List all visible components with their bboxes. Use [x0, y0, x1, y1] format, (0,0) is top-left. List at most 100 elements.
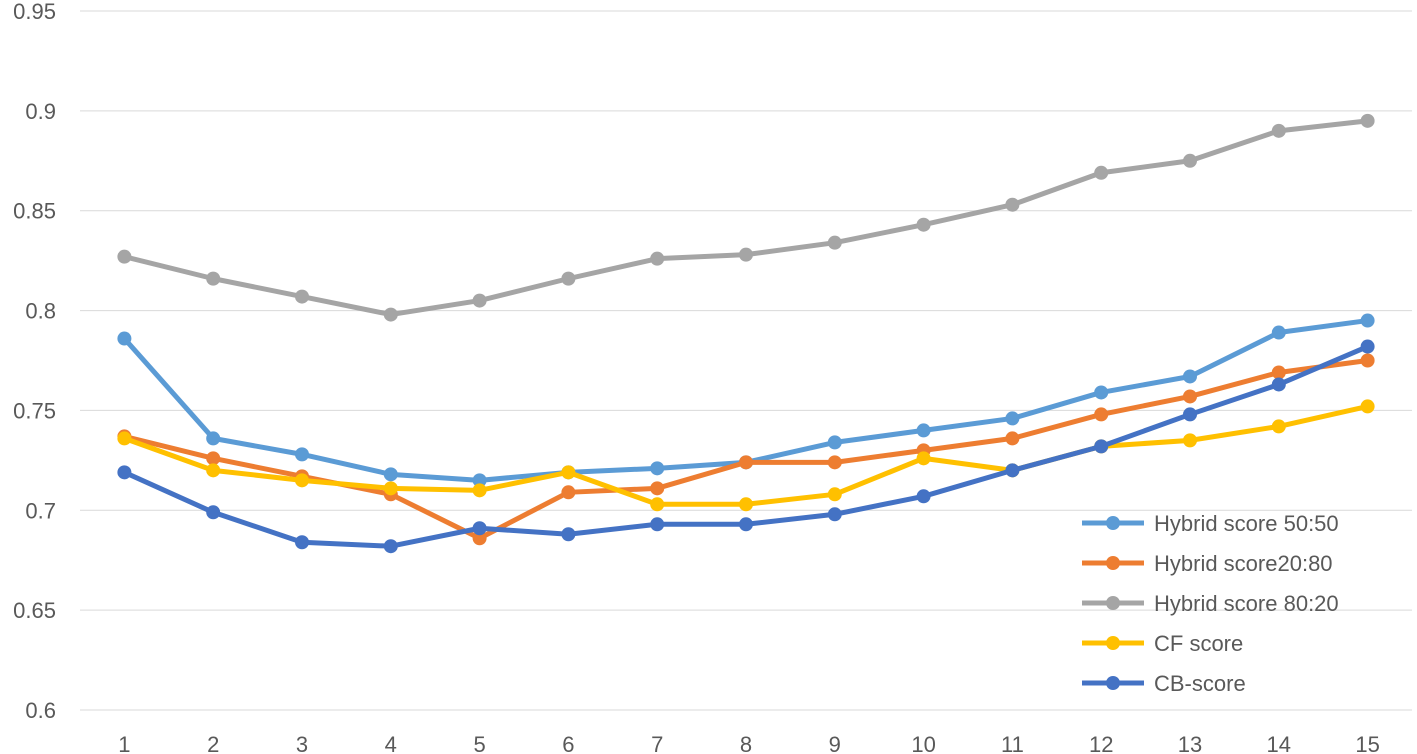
- data-point: [1360, 399, 1375, 414]
- x-tick-label: 4: [385, 732, 397, 754]
- x-tick-label: 8: [740, 732, 752, 754]
- x-tick-label: 11: [1001, 732, 1024, 754]
- data-point: [650, 517, 665, 532]
- legend-marker: [1106, 556, 1120, 570]
- y-tick-label: 0.9: [25, 99, 56, 124]
- data-point: [1360, 353, 1375, 368]
- legend-item: Hybrid score20:80: [1082, 551, 1333, 576]
- data-point: [206, 451, 221, 466]
- data-point: [1360, 313, 1375, 328]
- data-point: [472, 483, 487, 498]
- x-tick-label: 12: [1089, 732, 1113, 754]
- data-point: [1271, 365, 1286, 380]
- data-point: [1360, 113, 1375, 128]
- data-point: [827, 455, 842, 470]
- legend-item: CF score: [1082, 631, 1243, 656]
- series-3: [117, 113, 1375, 322]
- data-point: [739, 517, 753, 532]
- series-5: [117, 339, 1375, 554]
- x-tick-label: 3: [296, 732, 308, 754]
- legend-label: CB-score: [1154, 671, 1246, 696]
- data-point: [1183, 407, 1197, 422]
- data-point: [1271, 419, 1286, 434]
- data-point: [472, 531, 487, 546]
- data-point: [295, 473, 309, 488]
- data-point: [1183, 153, 1197, 168]
- x-tick-label: 9: [829, 732, 841, 754]
- data-point: [1094, 407, 1109, 422]
- data-point: [650, 497, 665, 512]
- x-tick-label: 14: [1267, 732, 1291, 754]
- data-point: [739, 455, 753, 470]
- legend-marker: [1106, 636, 1120, 650]
- legend-label: Hybrid score 80:20: [1154, 591, 1339, 616]
- data-point: [472, 521, 487, 536]
- legend-label: Hybrid score 50:50: [1154, 511, 1339, 536]
- x-tick-label: 10: [911, 732, 935, 754]
- data-point: [650, 461, 665, 476]
- data-point: [472, 473, 487, 488]
- data-point: [383, 539, 398, 554]
- x-tick-label: 1: [118, 732, 130, 754]
- y-tick-label: 0.65: [13, 598, 56, 623]
- data-point: [827, 235, 842, 250]
- data-point: [1183, 433, 1197, 448]
- data-point: [916, 451, 931, 466]
- y-axis-tick-labels: 0.6 0.65 0.7 0.75 0.8 0.85 0.9 0.95: [13, 0, 56, 723]
- data-point: [206, 431, 221, 446]
- y-tick-label: 0.6: [25, 698, 56, 723]
- data-point: [117, 465, 132, 480]
- legend-marker: [1106, 676, 1120, 690]
- data-point: [1183, 389, 1197, 404]
- legend-marker: [1106, 596, 1120, 610]
- data-point: [827, 435, 842, 450]
- legend-label: Hybrid score20:80: [1154, 551, 1333, 576]
- data-point: [295, 289, 309, 304]
- series-line: [121, 118, 1371, 318]
- data-point: [650, 251, 665, 266]
- data-point: [1005, 197, 1020, 212]
- x-axis-tick-labels: 1 2 3 4 5 6 7 8 9 10 11 12 13 14 15: [118, 732, 1380, 754]
- data-point: [206, 505, 221, 520]
- data-point: [916, 489, 931, 504]
- data-point: [117, 331, 132, 346]
- data-point: [383, 307, 398, 322]
- data-point: [295, 447, 309, 462]
- data-point: [383, 481, 398, 496]
- x-tick-label: 7: [651, 732, 663, 754]
- data-point: [739, 497, 753, 512]
- y-tick-label: 0.8: [25, 299, 56, 324]
- data-point: [916, 217, 931, 232]
- data-point: [383, 467, 398, 482]
- data-point: [1360, 339, 1375, 354]
- legend: Hybrid score 50:50 Hybrid score20:80 Hybri…: [1082, 511, 1339, 696]
- x-tick-label: 6: [562, 732, 574, 754]
- data-point: [206, 271, 221, 286]
- legend-item: Hybrid score 50:50: [1082, 511, 1339, 536]
- y-tick-label: 0.95: [13, 0, 56, 24]
- data-point: [117, 249, 132, 264]
- data-point: [1271, 123, 1286, 138]
- data-point: [1183, 369, 1197, 384]
- x-tick-label: 5: [473, 732, 485, 754]
- data-point: [295, 535, 309, 550]
- legend-marker: [1106, 516, 1120, 530]
- data-point: [739, 247, 753, 262]
- data-point: [1094, 165, 1109, 180]
- data-point: [1094, 439, 1109, 454]
- data-point: [827, 507, 842, 522]
- data-point: [561, 485, 576, 500]
- y-tick-label: 0.7: [25, 498, 56, 523]
- data-point: [1005, 411, 1020, 426]
- legend-label: CF score: [1154, 631, 1243, 656]
- data-point: [1094, 385, 1109, 400]
- data-point: [1005, 431, 1020, 446]
- legend-item: CB-score: [1082, 671, 1246, 696]
- data-point: [561, 271, 576, 286]
- x-tick-label: 13: [1178, 732, 1202, 754]
- data-point: [117, 431, 132, 446]
- x-tick-label: 15: [1355, 732, 1379, 754]
- data-point: [561, 465, 576, 480]
- data-point: [1005, 463, 1020, 478]
